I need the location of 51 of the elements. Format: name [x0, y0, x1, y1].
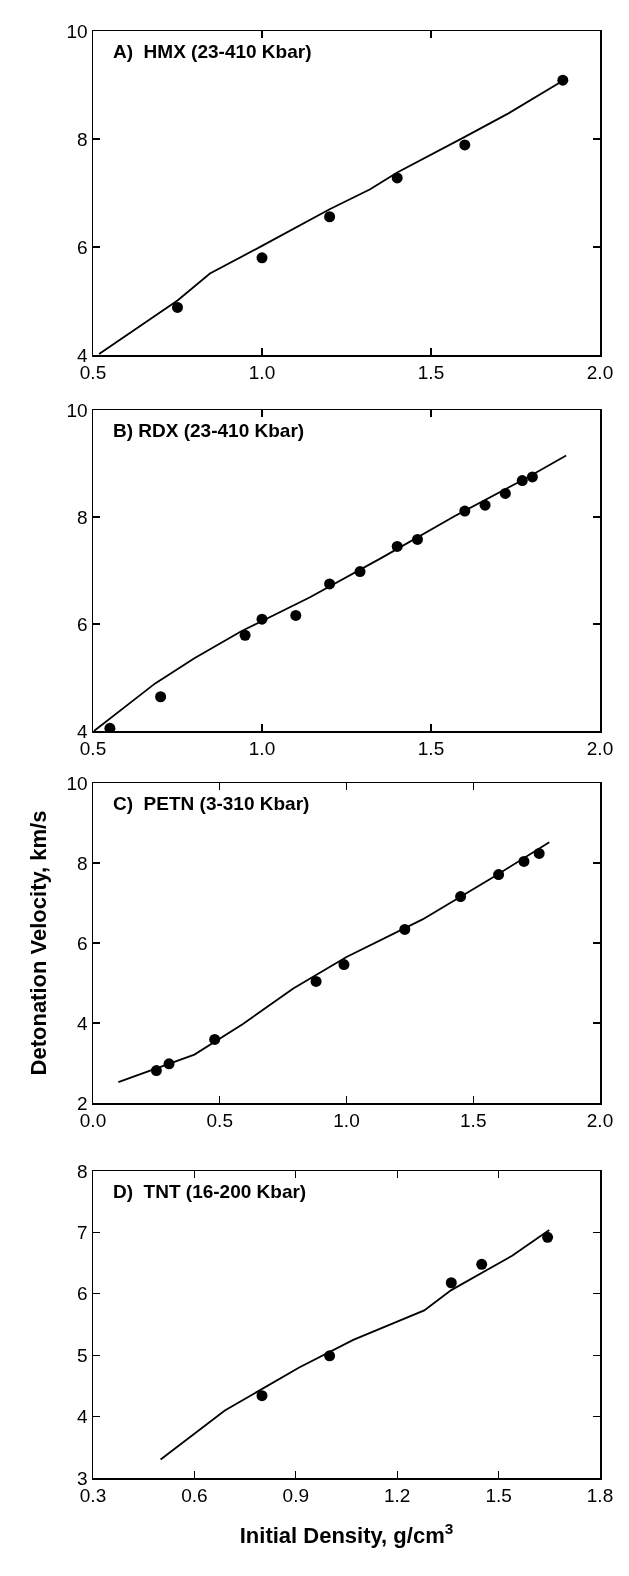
- y-tick-label: 4: [77, 1406, 89, 1428]
- point: [542, 1231, 554, 1243]
- x-tick-label: 2.0: [586, 362, 614, 384]
- point: [256, 1390, 268, 1402]
- x-tick-label: 0.9: [282, 1485, 310, 1507]
- x-tick-label: 1.5: [485, 1485, 512, 1507]
- x-tick-label: 1.0: [248, 362, 276, 384]
- x-tick-label: 1.5: [417, 738, 445, 760]
- x-tick-label: 1.0: [333, 1110, 360, 1132]
- x-tick-label: 1.0: [248, 738, 276, 760]
- text: C) PETN (3-310 Kbar): [113, 793, 310, 814]
- y-tick-label: 6: [77, 613, 88, 635]
- text: D) TNT (16-200 Kbar): [113, 1181, 307, 1202]
- x-tick-label: 0.5: [206, 1110, 233, 1132]
- x-tick-label: 1.5: [460, 1110, 487, 1132]
- point: [324, 211, 336, 223]
- point: [290, 609, 302, 621]
- x-tick-label: 1.5: [417, 362, 445, 384]
- y-tick-label: 8: [77, 852, 88, 874]
- x-tick-label: 2.0: [586, 1110, 614, 1132]
- y-tick-label: 8: [77, 128, 88, 150]
- point: [104, 722, 116, 731]
- y-tick-label: 5: [77, 1344, 88, 1366]
- point: [338, 959, 350, 971]
- line-series: [159, 1229, 551, 1461]
- y-tick-label: 6: [77, 932, 88, 954]
- x-tick-label: 1.8: [586, 1485, 614, 1507]
- y-tick-label: 8: [77, 1160, 88, 1182]
- point: [155, 691, 167, 703]
- x-axis-title: Initial Density, g/cm$^{3}$: [239, 1519, 454, 1548]
- point: [310, 975, 322, 987]
- text: A) HMX (23-410 Kbar): [113, 41, 312, 62]
- text: B) RDX (23-410 Kbar): [113, 420, 305, 441]
- line-series: [117, 841, 551, 1084]
- point: [172, 301, 183, 313]
- y-tick-label: 7: [77, 1222, 88, 1244]
- point: [256, 252, 268, 264]
- y-tick-label: 10: [66, 399, 88, 421]
- y-tick-label: 4: [77, 1012, 89, 1034]
- y-axis-title: Detonation Velocity, km/s: [25, 810, 51, 1076]
- point: [459, 139, 471, 151]
- y-tick-label: 6: [77, 1283, 88, 1305]
- y-tick-label: 8: [77, 506, 88, 528]
- point: [476, 1258, 488, 1270]
- y-tick-label: 10: [66, 20, 88, 42]
- x-tick-label: 2.0: [586, 738, 614, 760]
- y-tick-label: 6: [77, 236, 88, 258]
- x-tick-label: 1.2: [383, 1485, 411, 1507]
- y-tick-label: 10: [66, 772, 88, 794]
- point: [445, 1277, 457, 1289]
- x-tick-label: 0.6: [181, 1485, 208, 1507]
